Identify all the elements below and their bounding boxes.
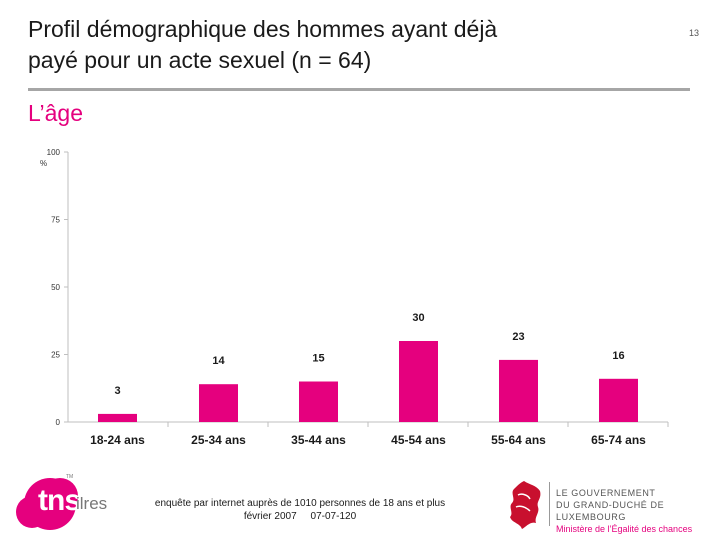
bar-value-label: 14 [212,355,225,367]
bar [98,413,137,422]
tns-trademark: TM [66,474,74,480]
gov-line-1: LE GOUVERNEMENT [556,488,656,498]
luxembourg-lion-crest-icon [510,481,541,529]
category-label: 25-34 ans [191,433,246,447]
title-divider [28,88,690,91]
slide-title: Profil démographique des hommes ayant dé… [28,14,628,76]
bar [199,384,238,422]
y-tick-label: 50 [51,283,60,292]
logo-divider [549,482,550,526]
y-tick-label: 100 [47,148,61,157]
bar [399,341,438,422]
tns-wordmark: tns [38,484,81,517]
page-number: 13 [689,28,700,38]
footnote-line-1: enquête par internet auprès de 1010 pers… [154,498,446,509]
category-label: 18-24 ans [90,433,145,447]
age-bar-chart: 0 25 50 75 100% 3 18-24 ans 14 25-34 ans 15 35-44 … [40,148,669,447]
category-label: 45-54 ans [391,433,446,447]
bar-value-label: 16 [612,350,624,362]
category-label: 35-44 ans [291,433,346,447]
government-logo-text: LE GOUVERNEMENT DU GRAND-DUCHÉ DE LUXEMB… [556,487,720,535]
bar [299,381,338,422]
footnote-line-2: février 2007 07-07-120 [243,511,357,522]
category-label: 55-64 ans [491,433,546,447]
bar-value-label: 30 [412,312,424,324]
bar [499,359,538,422]
y-tick-label: 25 [51,351,60,360]
slide-subtitle: L’âge [28,100,84,126]
y-tick-label: 0 [56,418,61,427]
y-axis-label: % [40,159,47,168]
gov-ministry-line: Ministère de l’Égalité des chances [556,524,693,534]
bar-value-label: 3 [114,385,120,397]
tns-logo-shape [16,478,78,530]
y-tick-label: 75 [51,216,60,225]
title-line-2: payé pour un acte sexuel (n = 64) [28,47,372,73]
bar-value-label: 15 [312,353,324,365]
bar [599,378,638,422]
survey-footnote: enquête par internet auprès de 1010 pers… [140,497,460,523]
ilres-wordmark: ilres [76,494,108,513]
gov-line-2: DU GRAND-DUCHÉ DE LUXEMBOURG [556,500,665,522]
category-label: 65-74 ans [591,433,646,447]
bar-value-label: 23 [512,331,524,343]
title-line-1: Profil démographique des hommes ayant dé… [28,16,498,42]
tns-ilres-logo: tns ilres TM [12,474,122,530]
